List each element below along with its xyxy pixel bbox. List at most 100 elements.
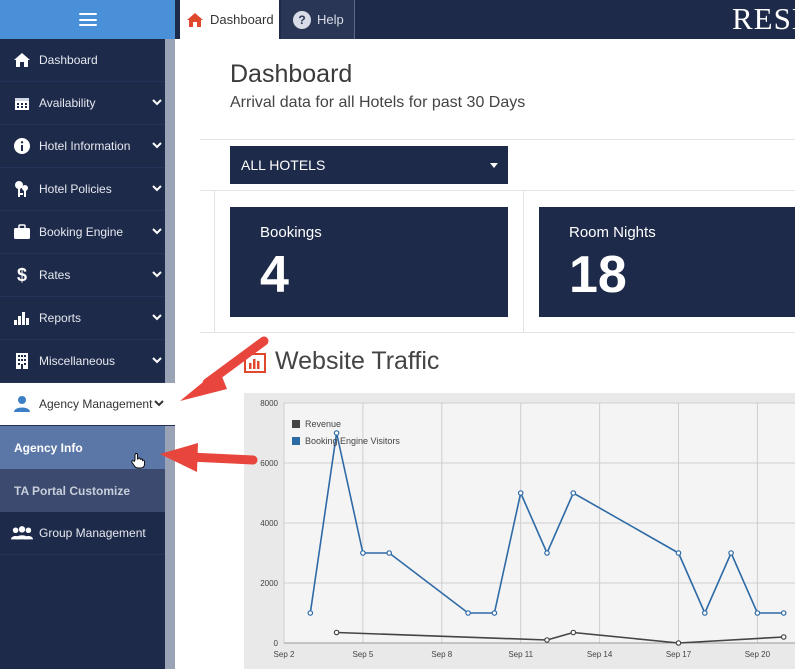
chevron-down-icon [152, 99, 162, 106]
tab-dashboard[interactable]: Dashboard [180, 0, 279, 39]
x-tick-label: Sep 2 [274, 650, 295, 659]
sidebar-item-agency-management[interactable]: Agency Management [0, 383, 175, 426]
stat-value: 18 [569, 246, 627, 304]
chevron-down-icon [152, 142, 162, 149]
briefcase-icon [11, 222, 33, 242]
x-tick-label: Sep 5 [352, 650, 373, 659]
sidebar-item-hotel-policies[interactable]: Hotel Policies [0, 168, 165, 211]
divider [200, 190, 795, 191]
sidebar-item-label: Agency Management [39, 397, 153, 411]
stat-label: Room Nights [569, 224, 656, 241]
y-tick-label: 2000 [260, 579, 278, 588]
caret-down-icon [490, 163, 498, 168]
hotel-select[interactable]: ALL HOTELS [230, 146, 508, 184]
sidebar-item-label: Group Management [39, 526, 146, 540]
data-point [333, 430, 340, 436]
data-point [517, 490, 524, 496]
stat-label: Bookings [260, 224, 322, 241]
users-icon [11, 523, 33, 543]
divider [523, 190, 524, 332]
page-subtitle: Arrival data for all Hotels for past 30 … [230, 94, 526, 111]
legend-label: Booking Engine Visitors [305, 436, 400, 446]
x-tick-label: Sep 14 [587, 650, 613, 659]
help-icon: ? [293, 10, 311, 29]
chevron-down-icon [152, 185, 162, 192]
data-point [386, 550, 393, 556]
legend-swatch [292, 437, 300, 445]
sidebar-item-booking-engine[interactable]: Booking Engine [0, 211, 165, 254]
sidebar-subitem-ta-portal-customize[interactable]: TA Portal Customize [0, 469, 165, 512]
y-tick-label: 6000 [260, 459, 278, 468]
sidebar-item-label: Hotel Policies [39, 182, 112, 196]
data-point [728, 550, 734, 556]
sidebar-item-rates[interactable]: $ Rates [0, 254, 165, 297]
sidebar-item-availability[interactable]: Availability [0, 82, 165, 125]
data-point [780, 634, 787, 640]
legend-swatch [292, 420, 300, 428]
website-traffic-title: Website Traffic [275, 347, 440, 375]
divider [214, 190, 215, 332]
menu-toggle-button[interactable] [0, 0, 175, 39]
bar-chart-icon [244, 353, 266, 373]
data-point [675, 550, 682, 556]
hotel-select-value: ALL HOTELS [241, 157, 326, 173]
sidebar-item-label: Hotel Information [39, 139, 131, 153]
website-traffic-chart: 0 2000 4000 6000 8000 Sep 2 Sep 5 Sep 8 Sep 11 Se… [244, 393, 795, 669]
data-point [570, 629, 577, 636]
tab-dashboard-label: Dashboard [210, 12, 274, 27]
sidebar-item-miscellaneous[interactable]: Miscellaneous [0, 340, 165, 383]
data-point [333, 629, 340, 636]
tab-help-label: Help [317, 12, 344, 27]
sidebar-item-label: Dashboard [39, 53, 98, 67]
sidebar-item-label: Availability [39, 96, 96, 110]
keys-icon [11, 179, 33, 199]
sidebar-item-group-management[interactable]: Group Management [0, 512, 165, 555]
data-point [491, 610, 498, 616]
y-tick-label: 0 [274, 639, 279, 648]
data-point [570, 490, 577, 496]
data-point [307, 610, 314, 616]
info-icon [11, 136, 33, 156]
home-icon [11, 50, 33, 70]
sidebar-item-label: Miscellaneous [39, 354, 116, 368]
sidebar-item-dashboard[interactable]: Dashboard [0, 39, 165, 82]
data-point [754, 610, 761, 616]
y-tick-label: 4000 [260, 519, 278, 528]
sidebar-item-hotel-information[interactable]: Hotel Information [0, 125, 165, 168]
sidebar-subitem-label: TA Portal Customize [14, 483, 131, 498]
home-icon [186, 12, 204, 28]
divider [200, 332, 795, 333]
stat-value: 4 [260, 246, 289, 304]
divider [200, 139, 795, 140]
sidebar-item-label: Rates [39, 268, 71, 282]
bar-chart-icon [11, 308, 33, 328]
stat-card-room-nights: Room Nights 18 [539, 207, 795, 317]
tab-help[interactable]: ? Help [281, 0, 355, 39]
stat-card-bookings: Bookings 4 [230, 207, 508, 317]
x-tick-label: Sep 11 [508, 650, 533, 659]
sidebar-scrollbar[interactable] [165, 39, 175, 669]
legend-label: Revenue [305, 419, 341, 429]
data-point [675, 640, 682, 646]
y-tick-label: 8000 [260, 399, 278, 408]
series-line [309, 432, 784, 615]
sidebar-item-reports[interactable]: Reports [0, 297, 165, 340]
user-icon [11, 394, 33, 414]
dollar-icon: $ [16, 264, 27, 285]
x-tick-label: Sep 8 [431, 650, 452, 659]
x-tick-label: Sep 20 [745, 650, 771, 659]
data-point [360, 550, 366, 556]
sidebar-item-label: Booking Engine [39, 225, 124, 239]
hand-cursor-icon [131, 453, 145, 469]
data-point [701, 610, 708, 616]
sidebar-subitem-agency-info[interactable]: Agency Info [0, 426, 165, 469]
brand-logo-text: RESE [732, 1, 795, 36]
calendar-icon [11, 93, 33, 113]
page-title: Dashboard [230, 60, 353, 88]
sidebar-subitem-label: Agency Info [14, 440, 83, 455]
chevron-down-icon [152, 314, 162, 321]
data-point [465, 610, 471, 616]
sidebar-item-label: Reports [39, 311, 82, 325]
chevron-down-icon [152, 357, 162, 364]
